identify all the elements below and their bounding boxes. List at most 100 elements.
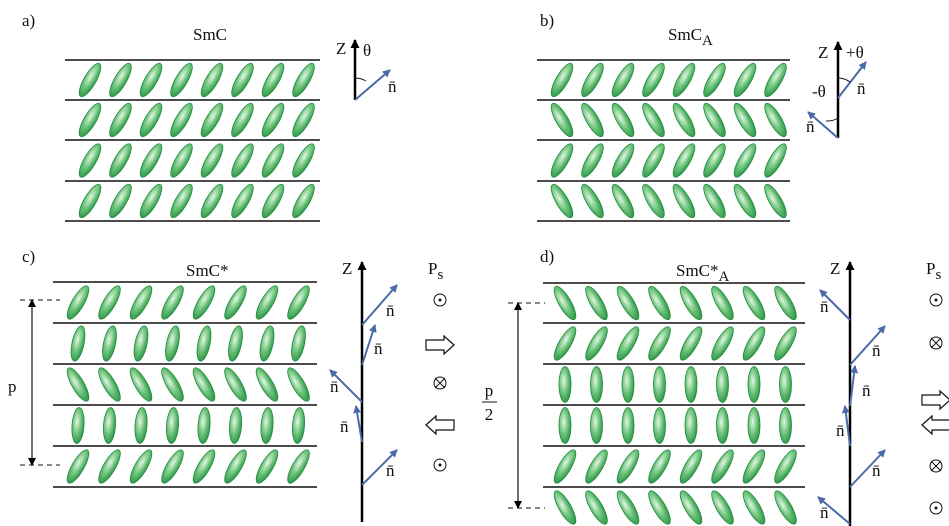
molecule	[547, 182, 576, 221]
molecule	[291, 407, 305, 444]
molecule	[685, 367, 697, 403]
molecule	[158, 447, 187, 486]
molecule	[761, 141, 790, 180]
polarization-main: P	[428, 259, 437, 278]
molecule	[547, 141, 576, 180]
molecule	[676, 488, 705, 526]
molecule	[75, 101, 104, 140]
molecule	[559, 408, 571, 444]
molecule	[63, 283, 92, 322]
molecule	[578, 61, 607, 100]
director-label: n̄	[340, 417, 349, 436]
molecule	[95, 365, 124, 404]
molecule	[550, 284, 579, 323]
molecule	[708, 284, 737, 323]
molecule	[645, 284, 674, 323]
molecule	[639, 101, 668, 140]
pitch-denominator: 2	[485, 405, 494, 424]
molecule	[63, 365, 92, 404]
molecule	[134, 407, 148, 444]
molecule	[289, 325, 308, 363]
molecule	[748, 408, 760, 444]
axis-label: Z	[342, 259, 352, 278]
molecule	[158, 283, 187, 322]
molecule	[284, 447, 313, 486]
figure: a) SmC Z θ n̄ b) SmCA Z +θ -θ n̄ n̄ c) S…	[0, 0, 949, 526]
molecule	[284, 283, 313, 322]
molecule	[95, 447, 124, 486]
title-main: SmC*	[676, 261, 719, 280]
molecule	[700, 101, 729, 140]
molecule	[730, 182, 759, 221]
molecule	[654, 367, 666, 403]
molecule	[258, 182, 287, 221]
molecule	[102, 407, 116, 444]
director-label: n̄	[386, 461, 395, 480]
molecule	[608, 61, 637, 100]
molecule	[676, 447, 705, 486]
director-label: n̄	[857, 79, 866, 98]
molecule	[771, 284, 800, 323]
molecule	[780, 367, 792, 403]
out-of-plane-dot	[935, 507, 938, 510]
molecule	[582, 284, 611, 323]
molecule	[258, 141, 287, 180]
director-label: n̄	[862, 381, 871, 400]
molecule	[257, 325, 276, 363]
molecule	[613, 488, 642, 526]
director-label: n̄	[330, 377, 339, 396]
director-label: n̄	[386, 301, 395, 320]
pitch-label: p	[8, 377, 17, 396]
angle-arc	[838, 78, 850, 82]
polarization-arrow	[426, 336, 454, 354]
out-of-plane-dot	[439, 299, 442, 302]
molecule	[228, 141, 257, 180]
molecule	[189, 283, 218, 322]
polarization-arrow	[922, 391, 949, 409]
panel-title: SmC*A	[676, 261, 730, 285]
pitch-numerator: p	[485, 381, 494, 400]
molecule	[578, 141, 607, 180]
molecule	[645, 447, 674, 486]
angle-label: -θ	[812, 82, 826, 101]
director-label: n̄	[872, 341, 881, 360]
molecule	[717, 408, 729, 444]
out-of-plane-dot	[439, 464, 442, 467]
molecule	[260, 407, 274, 444]
molecule	[284, 365, 313, 404]
molecule	[167, 101, 196, 140]
molecule	[639, 182, 668, 221]
molecule	[761, 101, 790, 140]
molecule	[639, 141, 668, 180]
molecule	[578, 182, 607, 221]
polarization-arrow	[922, 416, 949, 434]
molecule	[645, 324, 674, 363]
molecule	[252, 283, 281, 322]
molecule	[591, 408, 603, 444]
molecule	[126, 447, 155, 486]
molecule	[608, 101, 637, 140]
panel-label: a)	[22, 11, 35, 30]
molecule	[100, 325, 119, 363]
molecule	[608, 141, 637, 180]
molecule	[550, 324, 579, 363]
molecule	[708, 488, 737, 526]
molecule	[106, 182, 135, 221]
axis-label: Z	[818, 43, 828, 62]
axis-label: Z	[830, 259, 840, 278]
molecule	[582, 447, 611, 486]
polarization-arrow	[426, 416, 454, 434]
molecule	[708, 324, 737, 363]
molecule	[106, 61, 135, 100]
polarization-label: Ps	[428, 259, 443, 283]
molecule	[645, 488, 674, 526]
molecule	[71, 407, 85, 444]
molecule	[748, 367, 760, 403]
molecule	[167, 141, 196, 180]
molecule	[221, 283, 250, 322]
molecule	[228, 101, 257, 140]
molecule	[739, 488, 768, 526]
panel-label: d)	[540, 247, 554, 266]
molecule	[559, 367, 571, 403]
molecule	[226, 325, 245, 363]
